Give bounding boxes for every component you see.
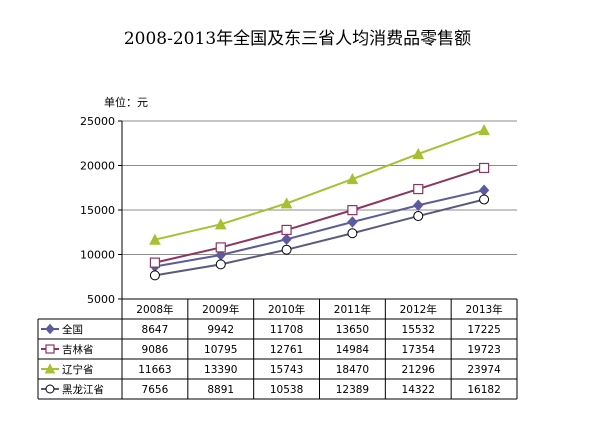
data-label: 17354 — [402, 344, 436, 356]
data-point — [149, 233, 161, 245]
data-point — [478, 124, 490, 136]
data-label: 16182 — [467, 384, 500, 396]
data-point — [346, 173, 359, 185]
category-label: 2013年 — [465, 303, 502, 316]
data-point — [347, 228, 358, 239]
data-point — [347, 205, 358, 216]
data-point — [149, 257, 161, 268]
series-line — [154, 189, 485, 268]
legend-marker — [44, 363, 56, 374]
data-label: 9942 — [207, 324, 234, 336]
data-label: 10538 — [270, 384, 303, 396]
unit-label: 单位：元 — [104, 96, 148, 109]
data-label: 12389 — [336, 384, 369, 396]
series-line — [154, 167, 485, 264]
legend-label: 全国 — [62, 323, 83, 336]
data-point — [478, 184, 490, 196]
category-label: 2010年 — [268, 303, 305, 316]
legend-marker — [45, 344, 55, 354]
data-point — [281, 244, 292, 255]
data-label: 17225 — [467, 324, 500, 336]
data-label: 15743 — [270, 364, 303, 376]
data-label: 19723 — [467, 344, 500, 356]
legend-label: 辽宁省 — [62, 363, 94, 376]
category-label: 2012年 — [400, 303, 437, 316]
series-line — [154, 198, 485, 277]
data-point — [215, 242, 226, 253]
data-point — [215, 259, 226, 270]
data-label: 8891 — [207, 384, 234, 396]
data-point — [413, 183, 424, 195]
y-tick-label: 15000 — [80, 204, 115, 217]
legend-marker — [45, 384, 55, 394]
data-label: 18470 — [336, 364, 369, 376]
data-point — [281, 233, 292, 246]
data-point — [412, 147, 425, 159]
chart-title: 2008-2013年全国及东三省人均消费品零售额 — [123, 29, 472, 49]
legend-marker — [45, 323, 55, 335]
data-label: 12761 — [270, 344, 303, 356]
data-point — [413, 211, 424, 222]
data-point — [479, 194, 490, 205]
series-line — [154, 129, 485, 241]
data-point — [347, 216, 358, 228]
y-tick-label: 10000 — [80, 249, 115, 262]
legend-label: 吉林省 — [62, 343, 94, 356]
data-point — [413, 199, 424, 212]
category-label: 2011年 — [334, 303, 371, 316]
data-label: 13390 — [204, 364, 237, 376]
data-label: 15532 — [402, 324, 435, 336]
data-label: 9086 — [142, 344, 169, 356]
data-point — [280, 197, 293, 209]
category-label: 2009年 — [202, 303, 239, 316]
y-tick-label: 20000 — [80, 160, 115, 173]
data-point — [478, 162, 490, 174]
category-label: 2008年 — [136, 303, 173, 316]
data-point — [214, 218, 227, 230]
data-label: 11708 — [270, 324, 303, 336]
data-label: 23974 — [467, 364, 501, 376]
data-point — [149, 270, 160, 281]
data-label: 21296 — [402, 364, 436, 376]
data-label: 14322 — [402, 384, 435, 396]
legend-label: 黑龙江省 — [62, 383, 104, 396]
data-label: 13650 — [336, 324, 369, 336]
y-tick-label: 25000 — [80, 115, 115, 128]
data-point — [281, 224, 292, 236]
data-label: 7656 — [142, 384, 169, 396]
data-label: 11663 — [138, 364, 171, 376]
data-label: 10795 — [204, 344, 237, 356]
y-tick-label: 5000 — [87, 293, 115, 306]
data-label: 8647 — [142, 324, 169, 336]
data-label: 14984 — [336, 344, 370, 356]
